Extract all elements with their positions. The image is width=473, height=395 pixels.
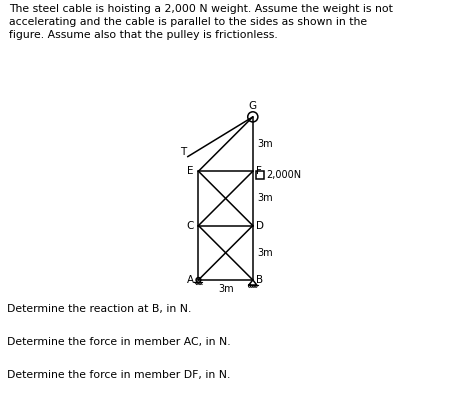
Text: 3m: 3m xyxy=(257,139,273,149)
Text: 2,000N: 2,000N xyxy=(266,170,301,180)
Text: G: G xyxy=(249,101,257,111)
Text: 3m: 3m xyxy=(257,248,273,258)
Text: A: A xyxy=(187,275,194,285)
Text: T: T xyxy=(180,147,186,157)
Text: 3m: 3m xyxy=(257,194,273,203)
Bar xyxy=(255,171,263,179)
Text: F: F xyxy=(255,166,262,176)
Text: Determine the force in member DF, in N.: Determine the force in member DF, in N. xyxy=(7,370,230,380)
Text: B: B xyxy=(255,275,263,285)
Text: D: D xyxy=(255,220,263,231)
Text: The steel cable is hoisting a 2,000 N weight. Assume the weight is not
accelerat: The steel cable is hoisting a 2,000 N we… xyxy=(9,4,394,40)
Text: Determine the force in member AC, in N.: Determine the force in member AC, in N. xyxy=(7,337,231,347)
Text: Determine the reaction at B, in N.: Determine the reaction at B, in N. xyxy=(7,304,192,314)
Text: E: E xyxy=(187,166,194,176)
Text: 3m: 3m xyxy=(218,284,234,294)
Text: C: C xyxy=(186,220,194,231)
